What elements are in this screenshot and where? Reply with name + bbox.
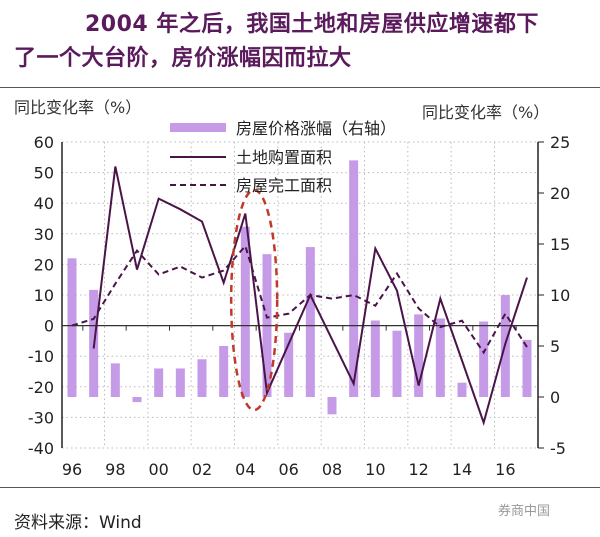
left-tick-label: 0: [44, 317, 54, 336]
right-tick-label: 5: [550, 337, 560, 356]
x-tick-label: 98: [105, 460, 125, 479]
top-divider: [0, 87, 600, 88]
bar-price-growth-09: [349, 160, 359, 397]
bar-price-growth-07: [305, 247, 315, 397]
left-tick-label: 60: [34, 133, 54, 152]
left-tick-label: -20: [28, 378, 54, 397]
bar-price-growth-10: [370, 320, 380, 397]
left-tick-label: 40: [34, 194, 54, 213]
watermark: 券商中国: [498, 504, 551, 519]
left-tick-label: -10: [28, 347, 54, 366]
highlight-ellipse: [229, 188, 279, 412]
bar-price-growth-02: [197, 359, 207, 397]
left-tick-label: 10: [34, 286, 54, 305]
x-tick-label: 08: [322, 460, 342, 479]
legend-label-land: 土地购置面积: [236, 148, 332, 167]
x-tick-label: 04: [235, 460, 255, 479]
chart-title-line1: 2004 年之后，我国土地和房屋供应增速都下: [85, 12, 539, 37]
legend-label-price: 房屋价格涨幅（右轴）: [236, 119, 396, 138]
bar-price-growth-99: [132, 397, 142, 403]
x-tick-label: 02: [192, 460, 212, 479]
left-tick-label: 30: [34, 225, 54, 244]
right-tick-label: 0: [550, 388, 560, 407]
bar-price-growth-96: [67, 258, 77, 397]
right-tick-label: 15: [550, 235, 570, 254]
bar-price-growth-04: [240, 226, 250, 397]
bar-price-growth-06: [284, 332, 294, 397]
x-tick-label: 96: [62, 460, 82, 479]
left-axis-label: 同比变化率（%）: [14, 98, 141, 117]
right-axis-label: 同比变化率（%）: [422, 103, 549, 122]
x-tick-label: 14: [452, 460, 472, 479]
x-tick-label: 10: [365, 460, 385, 479]
x-tick-label: 16: [495, 460, 515, 479]
bar-price-growth-13: [435, 318, 445, 397]
left-tick-label: 50: [34, 164, 54, 183]
left-tick-label: 20: [34, 255, 54, 274]
bar-price-growth-00: [154, 368, 164, 397]
bar-price-growth-11: [392, 330, 402, 397]
right-tick-label: 10: [550, 286, 570, 305]
bar-price-growth-08: [327, 397, 337, 415]
line-land-purchase-area: [92, 166, 528, 426]
source-note: 资料来源：Wind: [14, 513, 142, 533]
bar-price-growth-15: [479, 321, 489, 397]
right-tick-label: -5: [550, 439, 566, 458]
x-tick-label: 12: [408, 460, 428, 479]
x-tick-label: 06: [278, 460, 298, 479]
chart-title-line2: 了一个大台阶，房价涨幅因而拉大: [14, 46, 352, 71]
right-tick-label: 20: [550, 184, 570, 203]
bar-price-growth-14: [457, 382, 467, 397]
bar-price-growth-01: [175, 368, 185, 397]
bottom-divider: [0, 487, 600, 488]
legend-swatch-bar: [170, 123, 226, 132]
bar-price-growth-03: [219, 346, 229, 397]
right-tick-label: 25: [550, 133, 570, 152]
bar-price-growth-12: [414, 314, 424, 397]
left-tick-label: -30: [28, 408, 54, 427]
legend-label-completion: 房屋完工面积: [236, 176, 332, 195]
left-tick-label: -40: [28, 439, 54, 458]
x-tick-label: 00: [148, 460, 168, 479]
bar-price-growth-98: [110, 363, 120, 397]
line-completion-area: [71, 244, 528, 355]
bar-price-growth-17: [522, 339, 532, 397]
